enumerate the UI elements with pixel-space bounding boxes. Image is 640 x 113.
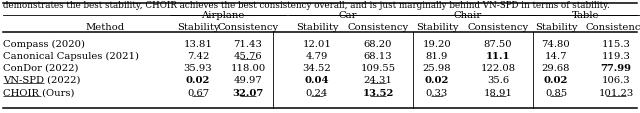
Text: Consistency: Consistency [467,23,529,32]
Text: CHOIR (Ours): CHOIR (Ours) [3,88,74,97]
Text: 29.68: 29.68 [541,63,570,72]
Text: 35.6: 35.6 [487,75,509,84]
Text: 87.50: 87.50 [484,40,512,49]
Text: Method: Method [85,23,124,32]
Text: Stability: Stability [296,23,339,32]
Text: 68.20: 68.20 [364,40,392,49]
Text: 0.02: 0.02 [425,75,449,84]
Text: Chair: Chair [454,11,482,20]
Text: 14.7: 14.7 [545,52,567,60]
Text: 71.43: 71.43 [234,40,262,49]
Text: 34.52: 34.52 [303,63,332,72]
Text: ConDor (2022): ConDor (2022) [3,63,79,72]
Text: Canonical Capsules (2021): Canonical Capsules (2021) [3,52,139,61]
Text: 0.02: 0.02 [186,75,210,84]
Text: 0.02: 0.02 [544,75,568,84]
Text: 7.42: 7.42 [187,52,209,60]
Text: 35.93: 35.93 [184,63,212,72]
Text: VN-SPD (2022): VN-SPD (2022) [3,75,81,84]
Text: 13.52: 13.52 [362,88,394,97]
Text: 118.00: 118.00 [230,63,266,72]
Text: 74.80: 74.80 [541,40,570,49]
Text: 25.98: 25.98 [422,63,451,72]
Text: demonstrates the best stability, CHOIR achieves the best consistency overall, an: demonstrates the best stability, CHOIR a… [3,1,610,10]
Text: Stability: Stability [416,23,458,32]
Text: 81.9: 81.9 [426,52,448,60]
Text: 101.23: 101.23 [598,88,634,97]
Text: 13.81: 13.81 [184,40,212,49]
Text: Consistency: Consistency [348,23,408,32]
Text: Stability: Stability [177,23,220,32]
Text: 119.3: 119.3 [602,52,630,60]
Text: 32.07: 32.07 [232,88,264,97]
Text: Consistency: Consistency [586,23,640,32]
Text: 0.85: 0.85 [545,88,567,97]
Text: 109.55: 109.55 [360,63,396,72]
Text: 11.1: 11.1 [486,52,510,60]
Text: 12.01: 12.01 [303,40,332,49]
Text: 18.91: 18.91 [484,88,513,97]
Text: 106.3: 106.3 [602,75,630,84]
Text: Table: Table [572,11,600,20]
Text: 4.79: 4.79 [306,52,328,60]
Text: 68.13: 68.13 [364,52,392,60]
Text: 0.33: 0.33 [426,88,448,97]
Text: Airplane: Airplane [202,11,244,20]
Text: Compass (2020): Compass (2020) [3,40,85,49]
Text: 0.67: 0.67 [187,88,209,97]
Text: 19.20: 19.20 [422,40,451,49]
Text: 122.08: 122.08 [481,63,516,72]
Text: Stability: Stability [535,23,577,32]
Text: 77.99: 77.99 [600,63,632,72]
Text: 49.97: 49.97 [234,75,262,84]
Text: 0.24: 0.24 [306,88,328,97]
Text: 0.04: 0.04 [305,75,329,84]
Text: 115.3: 115.3 [602,40,630,49]
Text: Car: Car [339,11,357,20]
Text: 24.31: 24.31 [364,75,392,84]
Text: 45.76: 45.76 [234,52,262,60]
Text: Consistency: Consistency [218,23,278,32]
